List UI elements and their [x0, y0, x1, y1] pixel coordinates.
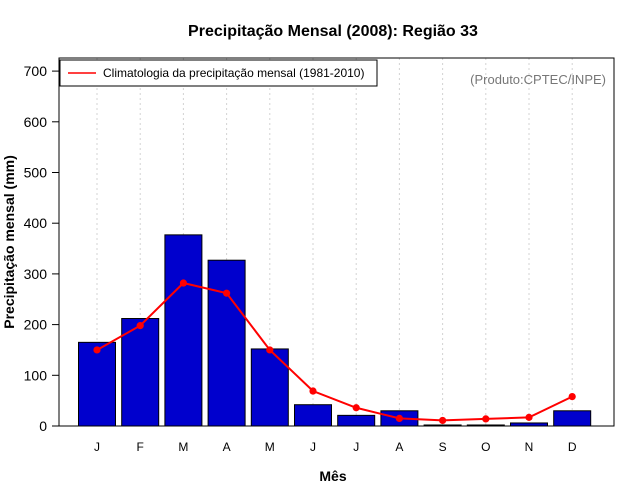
climatology-point	[93, 346, 100, 353]
x-tick-label: J	[353, 440, 359, 454]
climatology-point	[439, 417, 446, 424]
climatology-point	[396, 415, 403, 422]
y-tick-label: 0	[39, 418, 47, 434]
y-axis-label: Precipitação mensal (mm)	[1, 155, 17, 329]
climatology-point	[525, 414, 532, 421]
climatology-point	[353, 404, 360, 411]
climatology-point	[137, 322, 144, 329]
y-tick-label: 300	[24, 266, 48, 282]
x-tick-label: M	[178, 440, 188, 454]
climatology-point	[180, 279, 187, 286]
chart-title: Precipitação Mensal (2008): Região 33	[188, 23, 478, 40]
x-tick-label: S	[439, 440, 447, 454]
x-tick-label: O	[481, 440, 490, 454]
climatology-point	[309, 387, 316, 394]
climatology-point	[223, 290, 230, 297]
legend: Climatologia da precipitação mensal (198…	[60, 60, 377, 86]
bar	[554, 411, 591, 426]
bar-series	[79, 235, 591, 426]
x-tick-label: F	[137, 440, 144, 454]
x-axis-label: Mês	[319, 468, 346, 484]
y-tick-label: 200	[24, 317, 48, 333]
bar	[338, 415, 375, 426]
credit-annotation: (Produto:CPTEC/INPE)	[470, 72, 606, 87]
y-tick-label: 600	[24, 114, 48, 130]
legend-entry-climatology: Climatologia da precipitação mensal (198…	[103, 66, 364, 80]
x-tick-label: D	[568, 440, 577, 454]
y-tick-label: 100	[24, 367, 48, 383]
climatology-point	[482, 415, 489, 422]
y-tick-label: 400	[24, 215, 48, 231]
x-tick-label: A	[223, 440, 231, 454]
y-tick-label: 700	[24, 63, 48, 79]
y-tick-label: 500	[24, 165, 48, 181]
x-tick-label: J	[94, 440, 100, 454]
bar	[122, 319, 159, 426]
bar	[251, 349, 288, 426]
bar	[295, 405, 332, 426]
bar	[208, 260, 245, 426]
precipitation-chart: Precipitação Mensal (2008): Região 33 0 1…	[0, 0, 640, 500]
bar	[79, 342, 116, 426]
climatology-point	[266, 346, 273, 353]
climatology-point	[569, 393, 576, 400]
x-tick-label: M	[265, 440, 275, 454]
y-axis: 0 100 200 300 400 500 600 700	[24, 63, 59, 434]
x-tick-label: A	[395, 440, 403, 454]
x-tick-label: J	[310, 440, 316, 454]
x-tick-label: N	[525, 440, 534, 454]
bar	[165, 235, 202, 426]
